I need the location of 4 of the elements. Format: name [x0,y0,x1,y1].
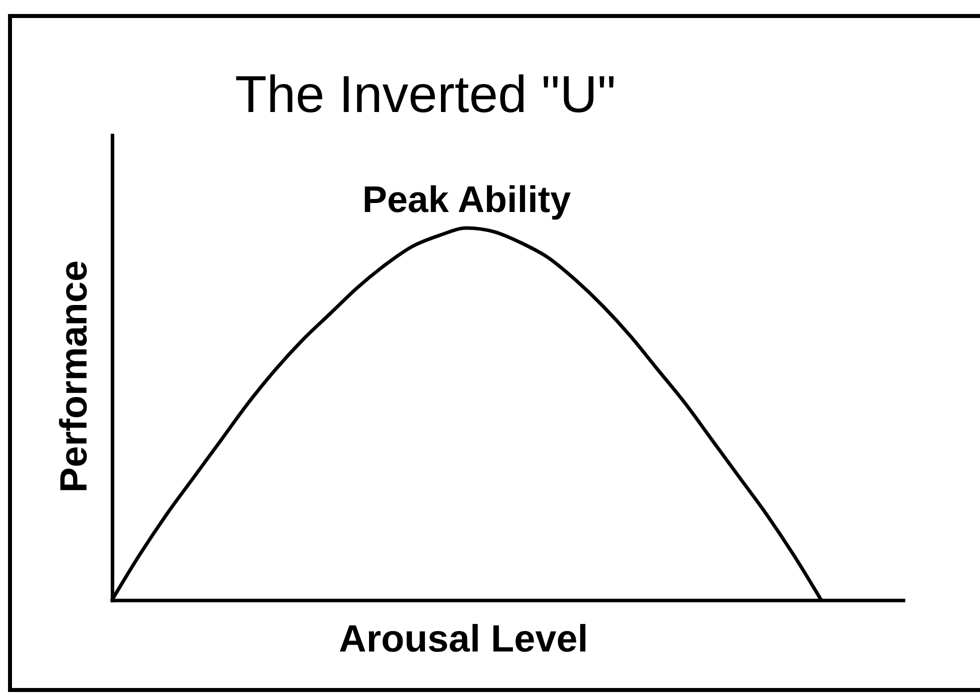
y-axis-title: Performance [54,260,96,493]
chart-title: The Inverted "U" [235,66,616,124]
x-axis-title: Arousal Level [338,618,588,660]
annotation: Peak Ability [362,179,572,220]
